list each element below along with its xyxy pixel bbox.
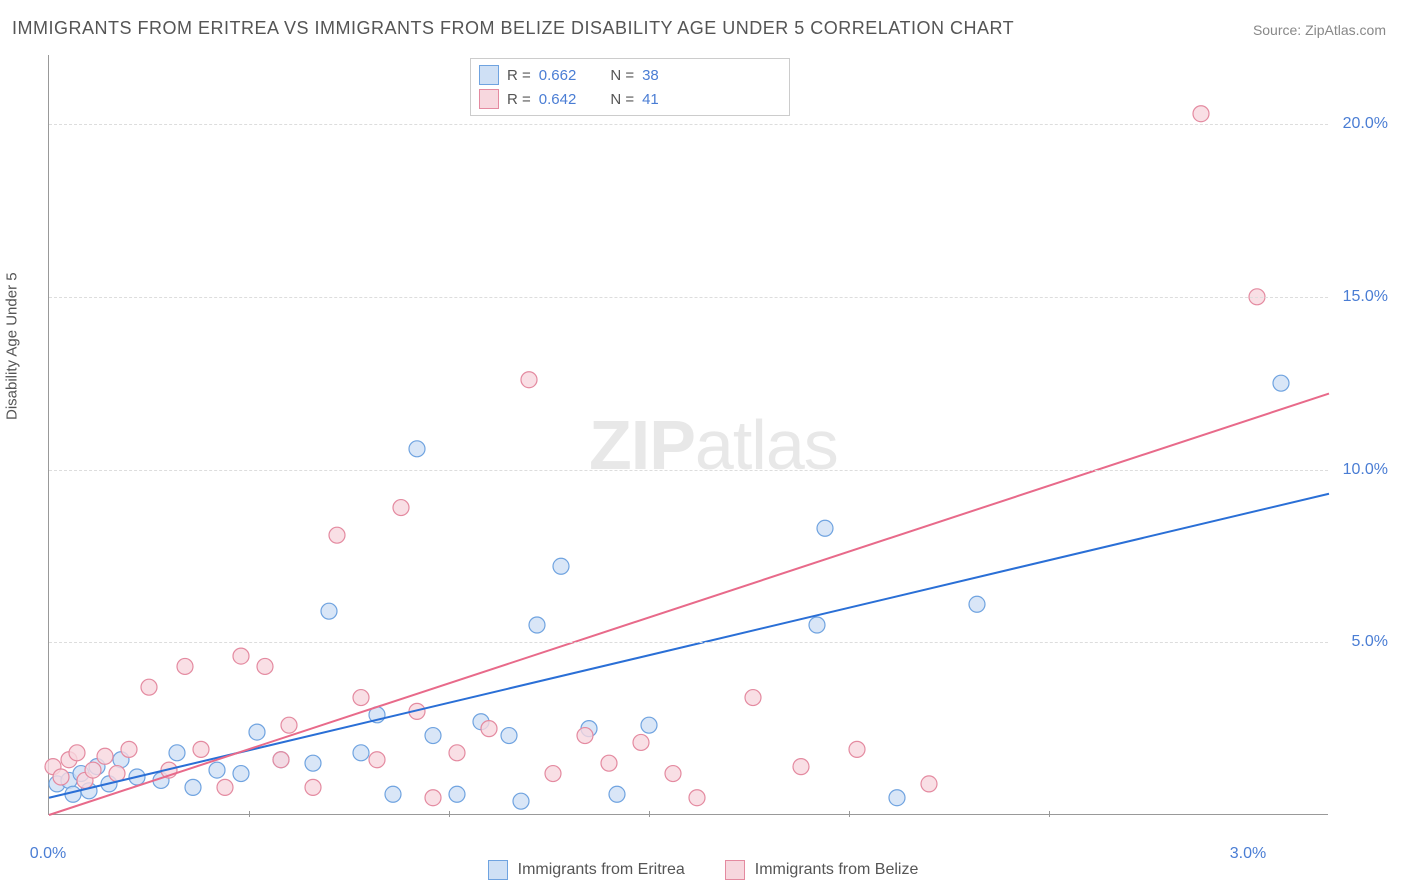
data-point [481, 721, 497, 737]
y-tick-label: 10.0% [1343, 461, 1388, 479]
trend-line [49, 394, 1329, 815]
data-point [177, 658, 193, 674]
data-point [545, 766, 561, 782]
data-point [521, 372, 537, 388]
chart-container: IMMIGRANTS FROM ERITREA VS IMMIGRANTS FR… [0, 0, 1406, 892]
n-label: N = [610, 91, 634, 108]
data-point [257, 658, 273, 674]
data-point [969, 596, 985, 612]
r-label: R = [507, 67, 531, 84]
data-point [449, 786, 465, 802]
data-point [53, 769, 69, 785]
y-tick-label: 5.0% [1352, 633, 1388, 651]
data-point [633, 734, 649, 750]
data-point [889, 790, 905, 806]
data-point [601, 755, 617, 771]
data-point [609, 786, 625, 802]
data-point [849, 741, 865, 757]
data-point [1193, 106, 1209, 122]
legend-stats-row: R = 0.662 N = 38 [479, 63, 781, 87]
data-point [689, 790, 705, 806]
grid-line-h [49, 470, 1328, 471]
data-point [185, 779, 201, 795]
data-point [793, 759, 809, 775]
r-value: 0.642 [539, 91, 577, 108]
data-point [217, 779, 233, 795]
data-point [69, 745, 85, 761]
y-axis-label: Disability Age Under 5 [4, 272, 21, 420]
data-point [209, 762, 225, 778]
data-point [281, 717, 297, 733]
plot-area: ZIPatlas [48, 55, 1328, 815]
legend-swatch [488, 860, 508, 880]
legend-swatch [479, 89, 499, 109]
legend-series: Immigrants from Eritrea Immigrants from B… [0, 860, 1406, 880]
legend-series-label: Immigrants from Eritrea [518, 861, 685, 879]
legend-stats: R = 0.662 N = 38 R = 0.642 N = 41 [470, 58, 790, 116]
legend-series-label: Immigrants from Belize [755, 861, 919, 879]
data-point [329, 527, 345, 543]
data-point [305, 755, 321, 771]
data-point [273, 752, 289, 768]
data-point [809, 617, 825, 633]
grid-line-h [49, 642, 1328, 643]
data-point [921, 776, 937, 792]
y-tick-label: 20.0% [1343, 115, 1388, 133]
data-point [385, 786, 401, 802]
data-point [553, 558, 569, 574]
grid-line-h [49, 297, 1328, 298]
r-value: 0.662 [539, 67, 577, 84]
data-point [141, 679, 157, 695]
r-label: R = [507, 91, 531, 108]
data-point [169, 745, 185, 761]
data-point [321, 603, 337, 619]
source-label: Source: ZipAtlas.com [1253, 22, 1386, 38]
data-point [121, 741, 137, 757]
legend-series-item: Immigrants from Belize [725, 860, 919, 880]
data-point [249, 724, 265, 740]
data-point [425, 790, 441, 806]
data-point [193, 741, 209, 757]
x-tick [1049, 811, 1050, 817]
data-point [369, 752, 385, 768]
n-value: 38 [642, 67, 659, 84]
data-point [393, 500, 409, 516]
x-tick-label: 0.0% [30, 845, 66, 863]
x-tick-label: 3.0% [1230, 845, 1266, 863]
data-point [425, 728, 441, 744]
grid-line-h [49, 124, 1328, 125]
x-tick [649, 811, 650, 817]
data-point [641, 717, 657, 733]
data-point [449, 745, 465, 761]
data-point [409, 441, 425, 457]
data-point [305, 779, 321, 795]
data-point [745, 690, 761, 706]
n-label: N = [610, 67, 634, 84]
y-tick-label: 15.0% [1343, 288, 1388, 306]
data-point [817, 520, 833, 536]
legend-series-item: Immigrants from Eritrea [488, 860, 685, 880]
data-point [97, 748, 113, 764]
data-point [233, 766, 249, 782]
data-point [353, 690, 369, 706]
data-point [513, 793, 529, 809]
data-point [501, 728, 517, 744]
legend-swatch [479, 65, 499, 85]
data-point [665, 766, 681, 782]
x-tick [449, 811, 450, 817]
data-point [233, 648, 249, 664]
chart-title: IMMIGRANTS FROM ERITREA VS IMMIGRANTS FR… [12, 18, 1014, 39]
x-tick [849, 811, 850, 817]
scatter-plot-svg [49, 55, 1328, 814]
legend-swatch [725, 860, 745, 880]
data-point [353, 745, 369, 761]
data-point [109, 766, 125, 782]
data-point [85, 762, 101, 778]
x-tick [249, 811, 250, 817]
data-point [1273, 375, 1289, 391]
data-point [529, 617, 545, 633]
legend-stats-row: R = 0.642 N = 41 [479, 87, 781, 111]
n-value: 41 [642, 91, 659, 108]
data-point [577, 728, 593, 744]
